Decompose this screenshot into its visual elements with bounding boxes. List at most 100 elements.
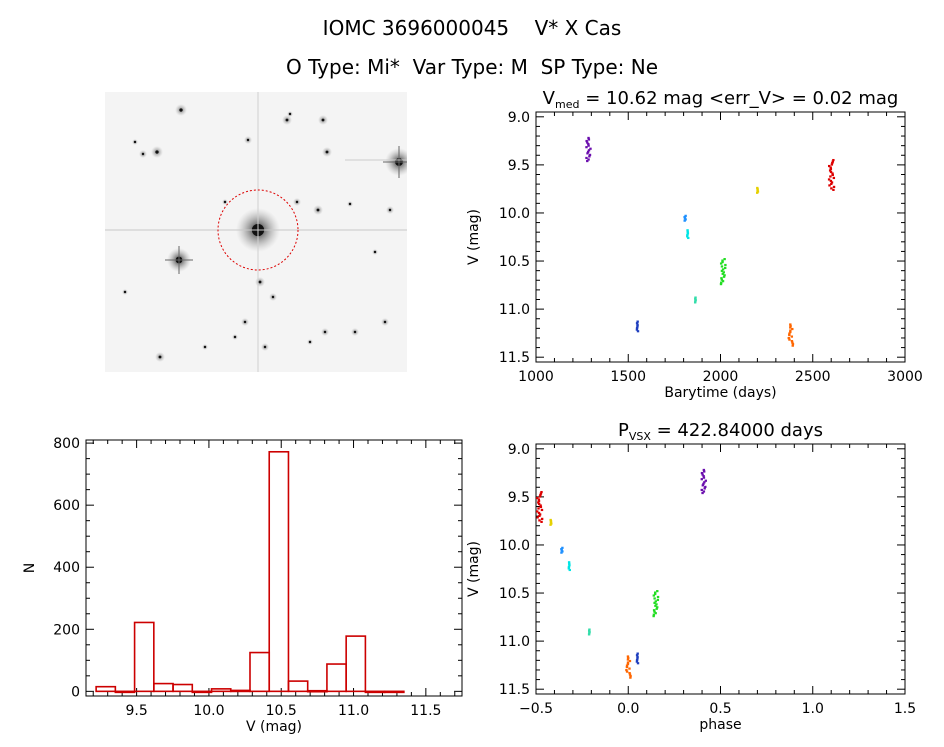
data-point [538, 519, 541, 522]
y-tick-label: 10.5 [499, 586, 530, 602]
data-point [720, 277, 723, 280]
data-point [827, 178, 831, 181]
y-axis-label: V (mag) [466, 209, 482, 265]
data-point [719, 262, 723, 265]
sky-star-core [308, 340, 312, 344]
x-axis-label: phase [699, 717, 741, 733]
data-point [702, 468, 706, 472]
data-point [636, 652, 639, 655]
data-point [635, 660, 639, 663]
data-point [540, 508, 544, 512]
data-point [828, 184, 831, 187]
data-point [719, 283, 723, 286]
data-point [586, 150, 590, 153]
data-point [702, 470, 706, 473]
data-point [789, 326, 792, 329]
sky-star-core [388, 208, 392, 212]
data-point [702, 475, 705, 478]
sky-star-core [133, 140, 137, 144]
y-tick-label: 9.5 [508, 490, 530, 506]
data-point [626, 662, 630, 666]
data-point [791, 344, 794, 347]
data-point [653, 601, 656, 604]
data-point [585, 139, 588, 143]
data-point [625, 670, 629, 673]
histogram-bar [306, 689, 328, 693]
data-point [539, 492, 543, 495]
sky-star-core [155, 150, 159, 154]
data-point [791, 343, 795, 346]
sky-star-core [141, 152, 145, 156]
data-point [540, 520, 543, 523]
data-point [722, 275, 726, 278]
data-point [538, 514, 541, 518]
data-point [625, 665, 629, 669]
x-tick-label: 3000 [887, 369, 923, 385]
data-point [568, 564, 571, 567]
sky-star-core [383, 320, 387, 324]
data-point [831, 160, 835, 163]
data-point [635, 654, 639, 657]
x-tick-label: 1500 [610, 369, 646, 385]
data-point [655, 603, 658, 606]
data-point [722, 271, 725, 274]
sky-star-core [246, 138, 250, 142]
data-point [652, 613, 656, 616]
data-point [653, 592, 657, 596]
data-point [703, 487, 706, 490]
data-point [549, 521, 553, 524]
data-point [587, 149, 591, 152]
data-point [625, 668, 628, 672]
data-point [830, 163, 834, 166]
data-point [550, 522, 553, 525]
data-point [586, 159, 589, 163]
histogram-bar [229, 689, 251, 693]
sky-star-core [263, 345, 267, 349]
data-point [567, 567, 571, 570]
data-point [723, 258, 726, 261]
data-point [684, 218, 687, 221]
x-tick-label: 10.0 [193, 703, 224, 719]
data-point [720, 278, 724, 281]
data-point [588, 628, 591, 631]
histogram-bar [287, 680, 309, 693]
y-tick-label: 9.0 [508, 110, 530, 126]
histogram-panel: 9.5 10.0 10.5 11.0 11.5 0 200 400 600 800 V (mag) N [22, 436, 463, 735]
data-point [626, 661, 630, 664]
lightcurve-panel: 1000 1500 2000 2500 3000 9.0 9.5 10.0 10.5 11.0 11… [466, 88, 923, 401]
plot-frame [535, 443, 906, 695]
data-point [539, 505, 543, 509]
data-point [536, 496, 539, 500]
data-point [587, 143, 590, 146]
data-point [701, 473, 704, 476]
data-point [587, 633, 591, 636]
data-point [628, 659, 632, 663]
data-point [656, 598, 660, 602]
plot-title: PVSX = 422.84000 days [618, 420, 823, 443]
data-point [587, 144, 590, 147]
data-point [832, 185, 836, 189]
data-point [538, 513, 542, 516]
sky-star-core [285, 118, 289, 122]
y-tick-label: 200 [53, 622, 80, 638]
data-point [694, 298, 697, 302]
sky-star-core [258, 280, 262, 284]
data-point [828, 169, 832, 172]
data-point [829, 179, 833, 183]
data-point [540, 490, 543, 494]
y-tick-label: 11.0 [499, 302, 530, 318]
x-tick-label: −0.5 [519, 701, 553, 717]
data-point [723, 266, 727, 270]
data-point [628, 673, 632, 676]
data-point [536, 516, 539, 519]
x-tick-label: 11.0 [338, 703, 369, 719]
data-point [653, 591, 657, 594]
data-point [694, 297, 697, 300]
data-point [830, 187, 833, 190]
data-point [585, 156, 588, 160]
phased-lightcurve-panel: −0.5 0.0 0.5 1.0 1.5 9.0 9.5 10.0 10.5 11.0 11.5 ph… [466, 420, 916, 733]
sky-star-core [288, 112, 292, 116]
data-point [683, 219, 686, 222]
data-point [694, 300, 697, 303]
sky-star-core [321, 118, 325, 122]
